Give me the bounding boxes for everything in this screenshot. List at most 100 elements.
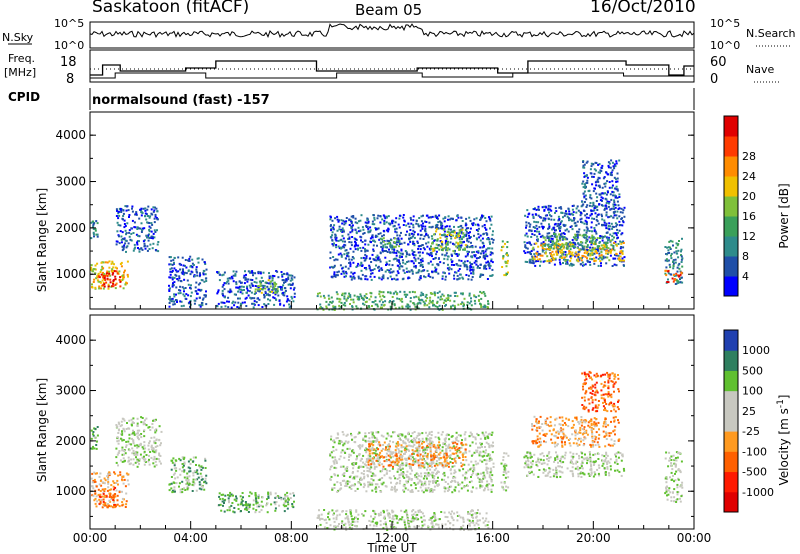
heatmap-cell-0-8 [344,249,347,252]
heatmap-cell-0-8 [419,234,422,237]
heatmap-cell-0-4 [191,258,194,261]
heatmap-cell-0-12 [609,233,612,236]
heatmap-cell-0-12 [564,212,567,215]
heatmap-cell-0-15 [610,198,613,201]
heatmap-cell-0-8 [389,245,392,248]
heatmap-cell-0-13 [559,243,562,246]
heatmap-cell-0-8 [420,224,423,227]
heatmap-cell-1-3 [121,446,124,449]
heatmap-cell-0-7 [433,292,436,295]
heatmap-cell-0-4 [175,274,178,277]
heatmap-cell-1-6 [400,509,403,512]
heatmap-cell-1-5 [266,498,268,501]
heatmap-cell-1-4 [189,458,192,461]
heatmap-cell-0-8 [459,264,462,267]
heatmap-cell-0-12 [539,253,542,256]
heatmap-cell-0-8 [469,264,472,267]
heatmap-cell-0-12 [608,222,611,225]
heatmap-cell-1-3 [149,429,152,431]
heatmap-cell-0-15 [611,190,614,193]
heatmap-cell-1-6 [338,513,341,516]
heatmap-cell-1-3 [116,440,119,443]
heatmap-cell-0-7 [364,296,367,299]
heatmap-cell-0-3 [146,249,149,252]
heatmap-cell-1-3 [152,458,155,461]
heatmap-cell-1-6 [468,519,471,522]
heatmap-cell-1-7 [468,481,471,484]
heatmap-cell-0-3 [141,228,143,231]
heatmap-cell-0-12 [611,227,614,230]
heatmap-cell-1-1 [125,500,128,503]
heatmap-cell-0-13 [554,257,557,260]
heatmap-cell-0-12 [615,264,618,267]
heatmap-cell-0-12 [551,228,554,231]
heatmap-cell-0-3 [143,245,146,248]
heatmap-cell-1-1 [118,490,121,492]
heatmap-cell-0-4 [190,284,192,287]
heatmap-cell-0-15 [598,184,601,187]
heatmap-cell-0-5 [281,279,284,282]
heatmap-cell-1-3 [153,419,156,422]
heatmap-cell-0-8 [469,261,471,264]
heatmap-cell-0-8 [351,224,354,227]
heatmap-cell-0-8 [354,241,357,244]
heatmap-cell-1-7 [432,462,435,465]
heatmap-cell-0-12 [571,264,574,267]
heatmap-cell-1-6 [338,523,340,525]
heatmap-cell-0-8 [460,244,463,247]
heatmap-cell-0-8 [338,225,341,228]
heatmap-cell-0-8 [356,222,359,225]
heatmap-cell-0-8 [383,219,386,222]
heatmap-cell-1-6 [424,519,426,522]
heatmap-cell-1-6 [325,521,328,524]
heatmap-cell-0-4 [195,268,198,271]
heatmap-cell-0-5 [243,274,246,277]
heatmap-cell-1-5 [233,511,236,514]
heatmap-cell-0-8 [456,253,459,256]
heatmap-cell-1-7 [479,484,482,487]
heatmap-cell-1-6 [333,525,335,528]
heatmap-cell-1-6 [433,514,436,517]
heatmap-cell-0-3 [130,232,133,235]
heatmap-cell-1-7 [458,490,461,493]
heatmap-cell-1-6 [470,514,473,517]
heatmap-cell-0-13 [550,260,553,263]
heatmap-cell-1-7 [385,469,388,472]
heatmap-cell-0-4 [183,273,186,276]
y-tick-label: 1000 [55,267,86,281]
heatmap-cell-1-0 [96,426,99,428]
heatmap-cell-0-8 [411,232,413,235]
heatmap-cell-0-15 [595,184,598,187]
heatmap-cell-0-4 [182,264,185,267]
heatmap-cell-1-3 [142,458,145,461]
heatmap-cell-0-8 [426,269,429,272]
heatmap-cell-0-8 [359,247,362,249]
heatmap-cell-0-9 [446,233,449,236]
heatmap-cell-0-3 [133,221,136,224]
heatmap-cell-0-12 [605,213,608,216]
heatmap-cell-1-5 [282,503,285,506]
heatmap-cell-0-12 [530,236,533,238]
heatmap-cell-0-12 [560,232,563,235]
heatmap-cell-0-13 [548,259,551,262]
heatmap-cell-0-9 [455,234,458,237]
heatmap-cell-0-6 [274,291,277,294]
heatmap-cell-0-3 [117,234,120,237]
heatmap-cell-0-3 [117,224,120,227]
heatmap-cell-1-6 [317,525,319,528]
heatmap-cell-0-8 [467,278,470,281]
heatmap-cell-0-7 [425,299,427,302]
heatmap-cell-0-7 [325,307,328,310]
heatmap-cell-1-4 [181,463,184,465]
heatmap-cell-0-4 [190,291,193,294]
heatmap-cell-0-8 [479,256,481,259]
heatmap-cell-0-8 [394,257,396,260]
heatmap-cell-0-12 [528,229,531,232]
heatmap-cell-0-5 [231,302,234,305]
heatmap-cell-0-13 [559,251,562,254]
heatmap-cell-0-14 [557,248,560,251]
heatmap-cell-0-12 [526,251,529,254]
heatmap-cell-0-4 [186,279,189,282]
heatmap-cell-0-3 [125,209,128,212]
heatmap-cell-0-8 [392,220,395,223]
